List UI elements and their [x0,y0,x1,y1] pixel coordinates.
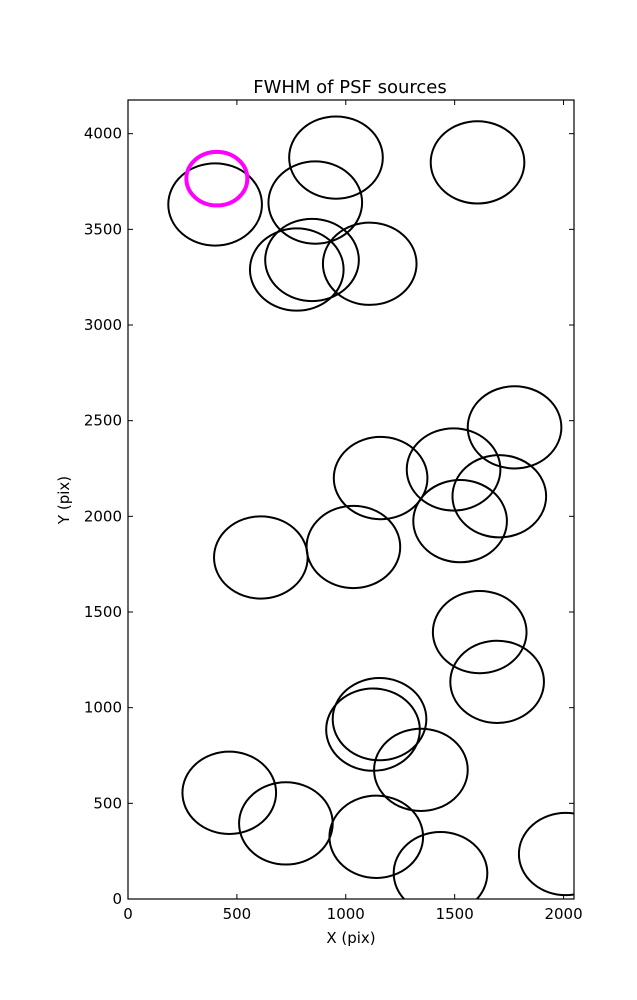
source-circle-3 [267,160,364,245]
source-circle-22 [392,831,489,899]
source-circle-17 [325,687,421,772]
y-tick-label-4000: 4000 [84,125,122,143]
source-circle-21 [328,794,425,879]
y-tick-label-0: 0 [112,890,122,908]
source-circle-12 [213,515,309,600]
x-tick-label-2000: 2000 [544,905,582,923]
x-tick-label-1500: 1500 [436,905,474,923]
source-circle-11 [412,478,508,564]
ticks-layer [127,100,574,900]
source-circle-20 [238,781,334,866]
y-tick-label-2000: 2000 [84,507,122,525]
source-circle-18 [373,727,469,812]
source-circle-4 [248,227,345,312]
source-circle-23 [517,811,574,897]
source-circle-0 [167,162,263,247]
source-circle-8 [332,435,429,521]
source-circle-19 [181,750,278,835]
y-tick-label-2500: 2500 [84,412,122,430]
x-tick-label-500: 500 [223,905,252,923]
chart-title: FWHM of PSF sources [253,77,447,98]
y-axis-label: Y (pix) [55,476,73,525]
y-tick-label-3000: 3000 [84,316,122,334]
source-circle-7 [466,385,563,470]
source-circle-1 [288,115,384,200]
y-tick-label-500: 500 [93,794,122,812]
x-axis-label: X (pix) [326,929,375,947]
x-tick-label-0: 0 [123,905,133,923]
plot-frame [127,99,575,900]
y-tick-label-3500: 3500 [84,220,122,238]
source-circle-6 [321,221,418,306]
highlighted-source-circle [184,149,250,208]
source-circle-2 [429,120,526,205]
source-circle-5 [264,217,360,303]
source-circle-13 [305,504,402,590]
source-circle-15 [449,639,545,724]
y-tick-label-1000: 1000 [84,699,122,717]
x-tick-label-1000: 1000 [327,905,365,923]
y-tick-label-1500: 1500 [84,603,122,621]
plot-area [127,99,575,900]
sources-layer [167,115,574,899]
source-circle-9 [405,427,502,512]
source-circle-10 [451,454,548,539]
source-circle-14 [431,589,528,675]
source-circle-16 [331,677,428,762]
